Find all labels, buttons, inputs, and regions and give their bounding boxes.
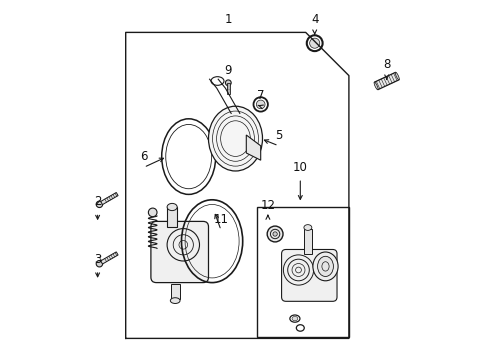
Ellipse shape	[291, 316, 297, 321]
Ellipse shape	[303, 225, 311, 230]
Text: 12: 12	[260, 199, 275, 212]
Text: 7: 7	[256, 89, 264, 102]
Ellipse shape	[309, 38, 319, 48]
Text: 5: 5	[274, 129, 282, 141]
Ellipse shape	[96, 261, 102, 267]
Ellipse shape	[167, 203, 177, 211]
Ellipse shape	[96, 201, 102, 207]
Text: 2: 2	[94, 195, 101, 208]
Bar	[170, 284, 179, 299]
Ellipse shape	[272, 232, 277, 236]
Text: 9: 9	[224, 64, 232, 77]
Text: 4: 4	[310, 13, 318, 26]
Text: 6: 6	[140, 150, 147, 163]
Text: 3: 3	[94, 253, 101, 266]
FancyBboxPatch shape	[281, 249, 336, 301]
Ellipse shape	[394, 72, 399, 80]
Text: 8: 8	[382, 58, 389, 71]
Bar	[167, 207, 177, 227]
Ellipse shape	[148, 208, 157, 217]
Bar	[101, 193, 118, 204]
Ellipse shape	[373, 82, 377, 90]
Polygon shape	[246, 135, 260, 160]
Text: 11: 11	[213, 213, 228, 226]
Ellipse shape	[170, 298, 180, 303]
Bar	[101, 252, 118, 264]
Ellipse shape	[256, 100, 264, 109]
Ellipse shape	[317, 256, 333, 276]
Ellipse shape	[208, 106, 262, 171]
Bar	[303, 229, 311, 254]
Ellipse shape	[312, 252, 337, 281]
Bar	[374, 72, 398, 90]
Text: 1: 1	[224, 13, 232, 26]
FancyBboxPatch shape	[151, 221, 208, 283]
Text: 10: 10	[292, 161, 307, 174]
Bar	[257, 207, 348, 337]
Ellipse shape	[225, 80, 231, 86]
Ellipse shape	[266, 226, 283, 242]
Bar	[226, 83, 229, 94]
